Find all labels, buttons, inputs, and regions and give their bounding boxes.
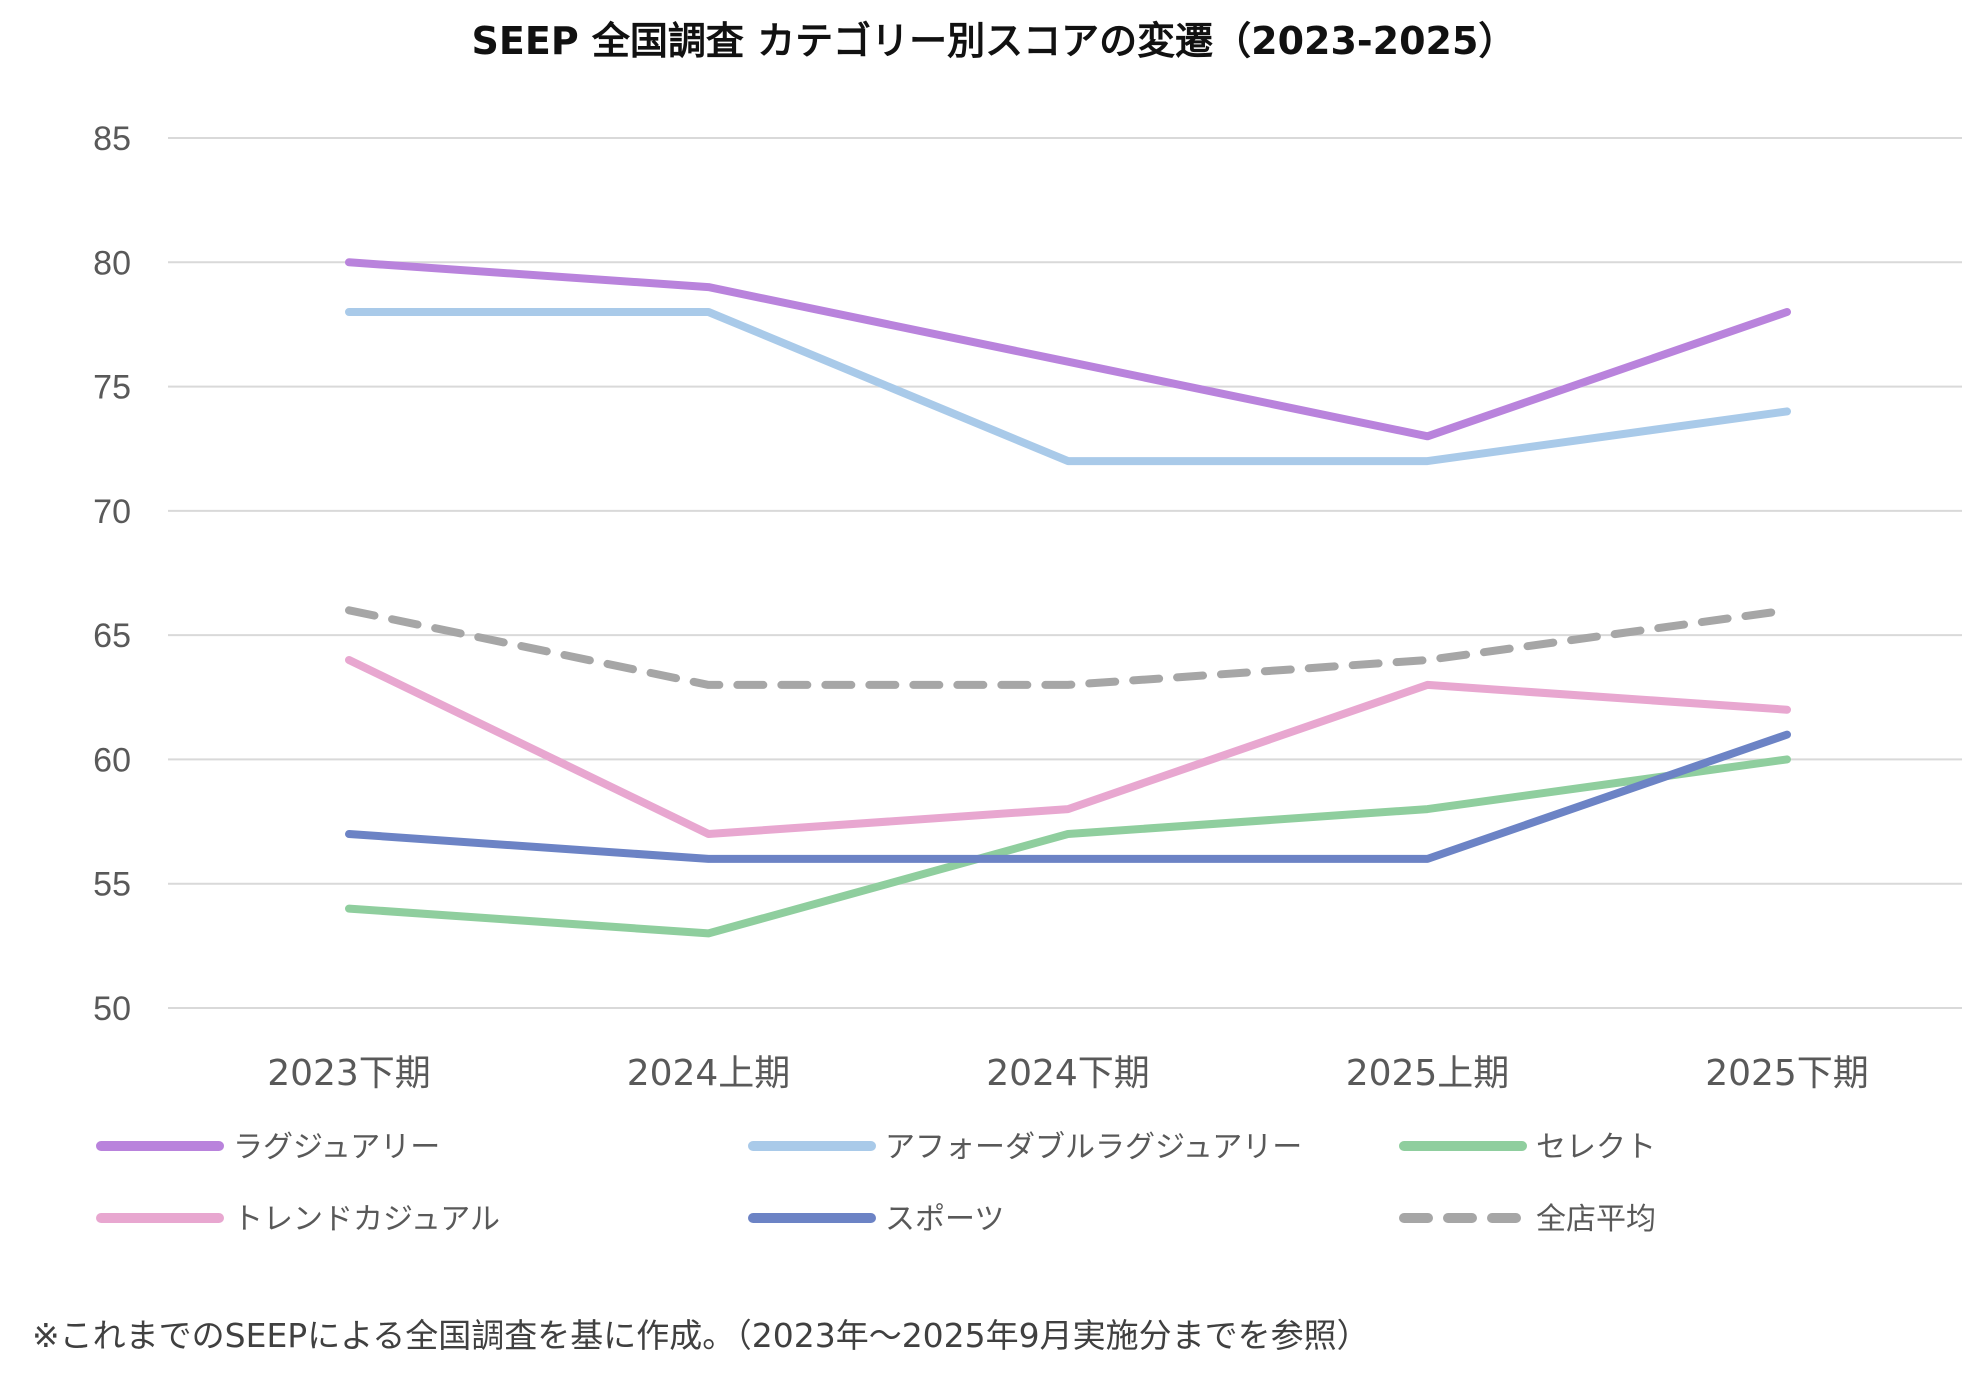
series-2 <box>345 755 1791 938</box>
y-tick-label: 85 <box>93 120 131 158</box>
y-tick-label: 65 <box>93 617 131 655</box>
x-tick-label: 2024上期 <box>627 1053 791 1094</box>
chart-title: SEEP 全国調査 カテゴリー別スコアの変遷（2023-2025） <box>472 19 1517 63</box>
series-line <box>345 258 1791 441</box>
legend-label: 全店平均 <box>1536 1202 1656 1237</box>
series-line <box>345 606 1791 689</box>
series-5 <box>345 606 1791 689</box>
y-axis-ticks: 50 55 60 65 70 75 80 85 <box>93 120 131 1028</box>
series-0 <box>345 258 1791 441</box>
y-tick-label: 75 <box>93 369 131 407</box>
gridlines <box>168 137 1962 1009</box>
x-tick-label: 2023下期 <box>267 1053 431 1094</box>
legend-item: 全店平均 <box>1399 1202 1656 1237</box>
y-tick-label: 55 <box>93 866 131 904</box>
legend-item: トレンドカジュアル <box>96 1202 500 1237</box>
legend-label: トレンドカジュアル <box>233 1202 500 1237</box>
series-4 <box>345 730 1791 863</box>
y-tick-label: 60 <box>93 741 131 779</box>
legend-label: ラグジュアリー <box>233 1130 440 1165</box>
y-tick-label: 80 <box>93 244 131 282</box>
legend-item: スポーツ <box>748 1202 1004 1237</box>
series-lines <box>345 258 1791 938</box>
x-tick-label: 2025上期 <box>1346 1053 1510 1094</box>
legend-item: ラグジュアリー <box>96 1130 440 1165</box>
y-tick-label: 70 <box>93 493 131 531</box>
legend-label: スポーツ <box>885 1202 1004 1237</box>
legend-label: セレクト <box>1536 1130 1656 1165</box>
x-tick-label: 2024下期 <box>986 1053 1150 1094</box>
x-axis-ticks: 2023下期 2024上期 2024下期 2025上期 2025下期 <box>267 1053 1869 1094</box>
y-tick-label: 50 <box>93 990 131 1028</box>
series-1 <box>345 308 1791 466</box>
series-3 <box>345 656 1791 838</box>
footnote: ※これまでのSEEPによる全国調査を基に作成。（2023年～2025年9月実施分… <box>32 1316 1370 1355</box>
legend-item: アフォーダブルラグジュアリー <box>748 1130 1302 1165</box>
legend-item: セレクト <box>1399 1130 1656 1165</box>
series-line <box>345 730 1791 863</box>
x-tick-label: 2025下期 <box>1705 1053 1869 1094</box>
legend-label: アフォーダブルラグジュアリー <box>885 1130 1302 1165</box>
